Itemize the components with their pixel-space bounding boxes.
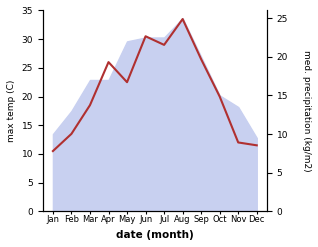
Y-axis label: max temp (C): max temp (C) (7, 80, 16, 142)
Y-axis label: med. precipitation (kg/m2): med. precipitation (kg/m2) (302, 50, 311, 172)
X-axis label: date (month): date (month) (116, 230, 194, 240)
